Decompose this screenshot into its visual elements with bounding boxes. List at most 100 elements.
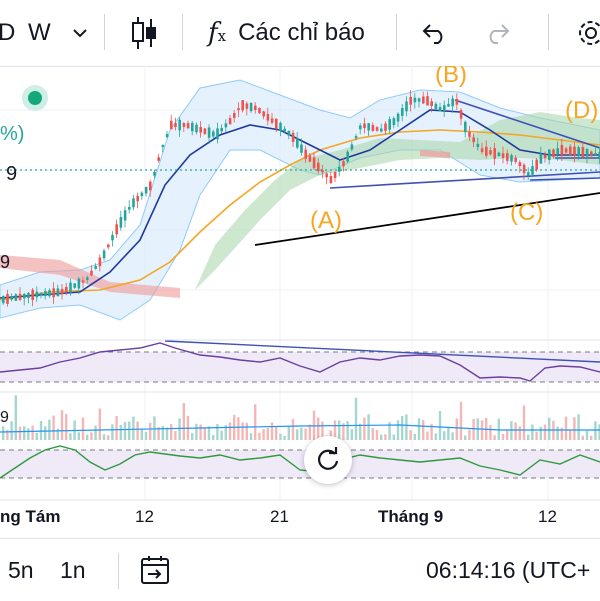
volume-bar — [170, 424, 173, 440]
wave-label-b: (B) — [435, 66, 467, 88]
candle — [56, 288, 60, 297]
volume-bar — [430, 423, 433, 440]
volume-bar — [468, 429, 471, 440]
volume-bar — [65, 414, 68, 440]
volume-bar — [69, 433, 72, 440]
volume-bar — [417, 418, 421, 440]
interval-button[interactable]: W — [28, 0, 51, 66]
indicators-label: Các chỉ báo — [238, 19, 365, 46]
volume-bar — [359, 423, 362, 440]
range-1n-button[interactable]: 1n — [60, 539, 86, 601]
candle — [18, 293, 22, 300]
candle — [182, 123, 186, 127]
volume-bar — [506, 429, 509, 440]
candle — [396, 113, 400, 122]
candle — [434, 103, 438, 109]
cloud-red — [0, 255, 180, 298]
candle — [594, 153, 597, 156]
volume-bar — [296, 429, 299, 440]
redo-button[interactable] — [484, 0, 510, 66]
left-fragment-9b: 9 — [0, 252, 10, 272]
volume-bar — [317, 417, 320, 440]
candlestick-icon — [132, 17, 156, 49]
candle — [468, 131, 471, 137]
volume-bar — [527, 434, 530, 440]
symbol-button[interactable]: D — [0, 0, 15, 66]
candle — [413, 97, 417, 103]
candle — [363, 123, 366, 129]
candle — [170, 120, 173, 130]
volume-bar — [98, 408, 101, 440]
price-chart[interactable]: (A) (B) (C) (D) %) 9 9 9 ng Tám 12 21 Th… — [0, 61, 600, 536]
candle — [220, 127, 223, 132]
candle — [44, 291, 47, 297]
volume-bar — [123, 422, 127, 440]
candle — [501, 153, 505, 158]
volume-bar — [266, 428, 269, 440]
volume-bar — [174, 430, 177, 440]
candle — [23, 293, 26, 299]
candle — [409, 96, 412, 105]
candle — [329, 176, 333, 184]
volume-bar — [35, 433, 38, 440]
volume-bar — [237, 417, 240, 440]
volume-bar — [392, 434, 395, 440]
interval-dropdown[interactable] — [72, 0, 88, 66]
volume-bar — [207, 426, 211, 440]
volume-bar — [375, 429, 379, 440]
candle — [300, 144, 303, 153]
candle — [560, 144, 564, 156]
volume-bar — [413, 433, 416, 440]
interval-label: W — [28, 19, 51, 46]
volume-bar — [304, 428, 307, 440]
candle — [296, 138, 299, 148]
trendline-c-right — [529, 177, 600, 181]
candle — [291, 132, 295, 142]
candle — [598, 152, 600, 158]
candle — [317, 162, 320, 172]
clock-timezone-button[interactable]: 06:14:16 (UTC+ — [426, 539, 590, 601]
reset-chart-button[interactable] — [304, 436, 352, 484]
candle — [224, 123, 228, 128]
candle — [212, 131, 215, 137]
time-label-4: 12 — [538, 507, 557, 526]
left-fragment-9a: 9 — [6, 163, 17, 185]
toolbar-divider — [182, 14, 183, 50]
volume-bar — [564, 416, 568, 440]
candle — [518, 162, 522, 167]
cloud-green — [195, 112, 600, 290]
candles — [2, 90, 600, 307]
undo-button[interactable] — [422, 0, 448, 66]
volume-bar — [426, 431, 429, 440]
candle — [10, 296, 13, 300]
volume-bar — [220, 430, 223, 440]
candle — [207, 127, 211, 138]
volume-bar — [342, 423, 345, 440]
chart-type-button[interactable] — [130, 0, 158, 66]
candle — [375, 127, 379, 131]
candle — [304, 149, 307, 159]
volume-bar — [128, 421, 131, 440]
toolbar-divider — [104, 14, 105, 50]
volume-bar — [409, 430, 412, 440]
volume-bar — [480, 420, 484, 440]
range-5n-button[interactable]: 5n — [8, 539, 34, 601]
candle — [228, 118, 232, 125]
settings-button[interactable] — [574, 0, 600, 66]
volume-bar — [338, 420, 341, 440]
indicators-button[interactable]: fx Các chỉ báo — [208, 0, 365, 66]
candle — [48, 290, 51, 297]
volume-bars — [2, 395, 600, 440]
volume-bar — [18, 426, 22, 440]
candle — [279, 122, 282, 132]
volume-bar — [86, 434, 89, 440]
chart-canvas[interactable]: (A) (B) (C) (D) %) 9 9 9 ng Tám 12 21 Th… — [0, 61, 600, 536]
range-5n-label: 5n — [8, 556, 34, 583]
candle — [552, 149, 555, 157]
candle — [514, 157, 517, 162]
volume-bar — [153, 416, 156, 440]
clock-label: 06:14:16 (UTC+ — [426, 556, 591, 583]
candle — [111, 234, 114, 241]
candle — [371, 124, 375, 131]
date-range-button[interactable] — [140, 539, 172, 601]
